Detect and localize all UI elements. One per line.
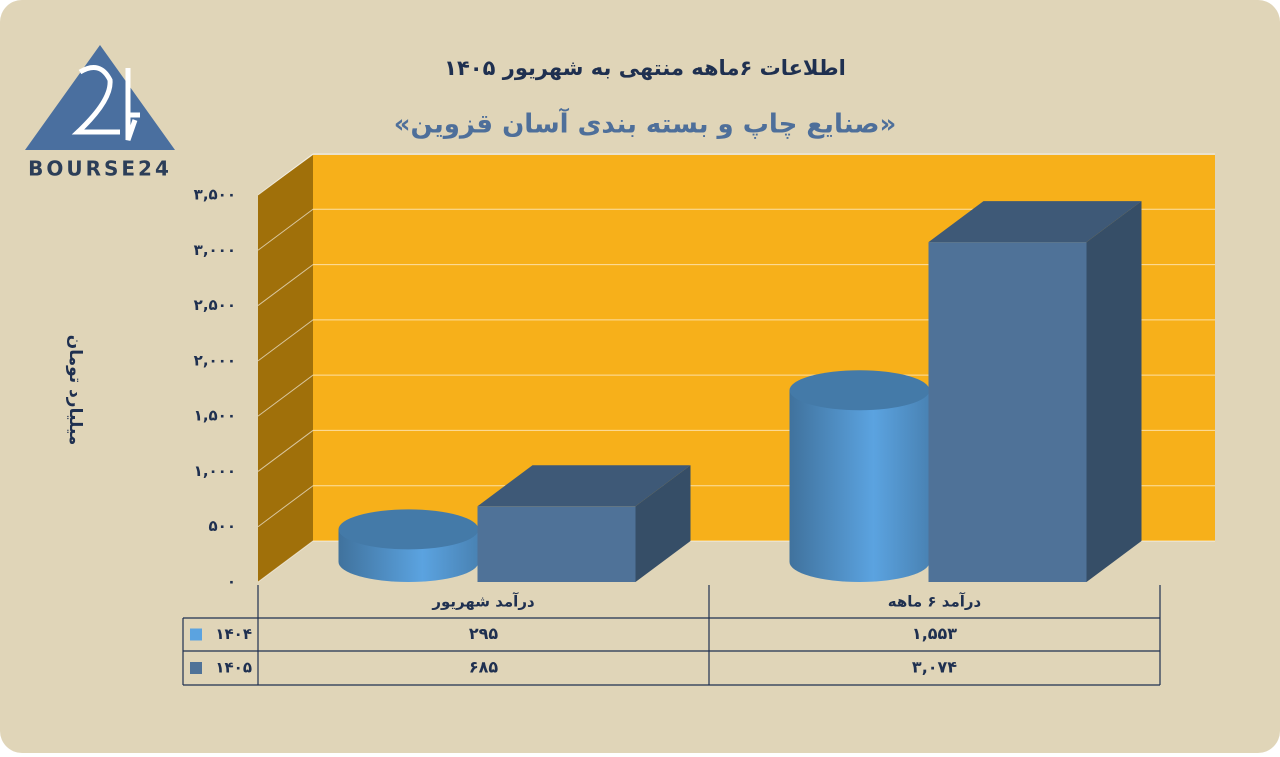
chart-subtitle: «صنایع چاپ و بسته بندی آسان قزوین»: [394, 108, 897, 140]
grid: ۰ ۵۰۰ ۱,۰۰۰ ۱,۵۰۰ ۲,۰۰۰ ۲,۵۰۰ ۳,۰۰۰ ۳,۵۰۰: [194, 153, 1215, 591]
y-tick-label: ۰: [227, 573, 236, 591]
bar: [928, 201, 1142, 582]
box-side: [635, 465, 691, 582]
table-category: درآمد شهریور: [431, 593, 535, 611]
logo: BOURSE24: [25, 45, 175, 181]
cylinder-top: [338, 509, 479, 550]
y-tick-label: ۳,۰۰۰: [194, 241, 236, 259]
legend-swatch: [190, 628, 202, 641]
box-front: [928, 242, 1087, 582]
cylinder-body: [789, 390, 930, 582]
table-value: ۳,۰۷۴: [912, 658, 957, 677]
y-tick-label: ۱,۰۰۰: [194, 462, 236, 480]
bar: [477, 465, 691, 582]
y-tick-label: ۵۰۰: [209, 517, 236, 535]
grid-line: [257, 319, 1215, 362]
logo-triangle: [25, 45, 175, 150]
logo-text: BOURSE24: [28, 157, 172, 181]
grid-line: [257, 264, 1215, 306]
y-axis-label: میلیارد تومان: [65, 335, 85, 446]
legend-swatch: [190, 662, 202, 674]
table-value: ۶۸۵: [469, 658, 499, 677]
box-side: [1086, 201, 1142, 582]
box-top: [477, 465, 691, 507]
y-tick-label: ۳,۵۰۰: [194, 186, 236, 204]
data-table: درآمد شهریور درآمد ۶ ماهه ۱۴۰۴ ۲۹۵ ۱,۵۵۳ ۱۴۰۵…: [182, 585, 1161, 686]
table-value: ۱,۵۵۳: [912, 624, 957, 643]
legend-label: ۱۴۰۵: [215, 659, 252, 677]
bar: [338, 509, 479, 582]
y-tick-label: ۲,۵۰۰: [194, 296, 236, 314]
logo-mark: [71, 65, 140, 141]
y-tick-label: ۲,۰۰۰: [194, 351, 236, 369]
grid-line: [257, 153, 1215, 196]
grid-line: [257, 208, 1215, 251]
cylinder-top: [789, 370, 930, 411]
y-tick-label: ۱,۵۰۰: [194, 407, 236, 425]
table-category: درآمد ۶ ماهه: [888, 593, 982, 611]
side-wall: [258, 155, 313, 582]
box-top: [928, 201, 1142, 243]
box-front: [477, 506, 636, 582]
chart-title: اطلاعات ۶ماهه منتهی به شهریور ۱۴۰۵: [444, 56, 846, 80]
legend-label: ۱۴۰۴: [215, 625, 252, 643]
bar: [789, 370, 930, 582]
grid-line: [257, 374, 1215, 417]
plot: [338, 201, 1142, 582]
table-value: ۲۹۵: [469, 624, 499, 643]
